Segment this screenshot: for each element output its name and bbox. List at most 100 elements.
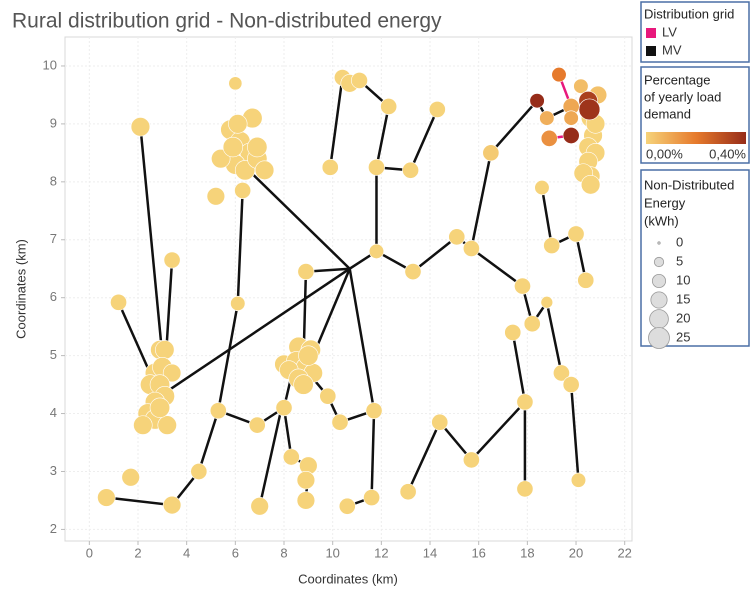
- node: [552, 364, 570, 382]
- x-tick-label: 0: [86, 545, 93, 560]
- node: [482, 144, 500, 162]
- node: [562, 376, 580, 394]
- node: [534, 180, 550, 196]
- x-tick-label: 8: [280, 545, 287, 560]
- x-tick-label: 6: [232, 545, 239, 560]
- node: [133, 415, 153, 435]
- grid-edge: [139, 126, 164, 356]
- size-swatch: [648, 327, 670, 349]
- node: [247, 136, 268, 158]
- legend-label: 15: [676, 291, 690, 306]
- node: [319, 387, 337, 405]
- node: [211, 148, 231, 169]
- node: [222, 136, 244, 158]
- node: [293, 374, 314, 395]
- node: [110, 293, 127, 311]
- node: [321, 158, 339, 176]
- x-tick-label: 18: [520, 545, 534, 560]
- x-tick-label: 20: [569, 545, 583, 560]
- grid-edge: [106, 190, 244, 507]
- legend-label: 20: [676, 310, 690, 325]
- node: [577, 271, 595, 289]
- legend-label: LV: [662, 24, 677, 39]
- node: [234, 182, 252, 199]
- node: [570, 472, 587, 488]
- node: [230, 295, 246, 312]
- x-tick-label: 12: [374, 545, 388, 560]
- grid-edge: [258, 407, 283, 507]
- node: [523, 315, 541, 333]
- legend-tick-label: 0,40%: [709, 146, 746, 161]
- node: [578, 98, 601, 121]
- node: [368, 243, 385, 259]
- node: [149, 397, 171, 418]
- node: [296, 491, 316, 510]
- node: [331, 413, 349, 431]
- x-axis-label: Coordinates (km): [298, 571, 398, 586]
- node: [298, 345, 319, 366]
- node: [121, 468, 140, 487]
- legend-box: [640, 1, 750, 63]
- node: [563, 110, 579, 126]
- node: [363, 489, 381, 506]
- grid-edge: [159, 267, 351, 398]
- x-tick-label: 10: [325, 545, 339, 560]
- y-tick-label: 8: [50, 173, 57, 188]
- node: [573, 78, 589, 94]
- x-tick-label: 4: [183, 545, 190, 560]
- node: [380, 98, 398, 115]
- size-swatch: [651, 273, 667, 289]
- color-bar: [646, 132, 746, 144]
- y-tick-label: 7: [50, 231, 57, 246]
- node: [282, 448, 300, 466]
- node: [462, 451, 480, 469]
- node: [529, 93, 545, 109]
- y-tick-label: 3: [50, 463, 57, 478]
- grid-edge: [241, 163, 351, 270]
- node: [157, 415, 177, 435]
- legend-title: demand: [644, 106, 691, 121]
- node: [462, 240, 480, 257]
- node: [97, 488, 116, 507]
- node: [551, 67, 567, 83]
- node: [206, 187, 226, 206]
- node: [190, 463, 208, 480]
- node: [543, 237, 561, 254]
- node: [539, 110, 555, 126]
- node: [448, 228, 466, 246]
- node: [580, 175, 601, 195]
- node: [338, 497, 356, 515]
- node: [567, 225, 585, 243]
- legend-title: Distribution grid: [644, 6, 734, 21]
- x-tick-label: 22: [617, 545, 631, 560]
- node: [562, 127, 580, 144]
- node: [368, 158, 385, 176]
- x-tick-label: 14: [423, 545, 437, 560]
- legend-swatch: [646, 46, 656, 56]
- node: [250, 497, 269, 516]
- y-tick-label: 4: [50, 405, 57, 420]
- legend-box: [640, 66, 750, 164]
- y-axis-label: Coordinates (km): [13, 239, 28, 339]
- legend-label: 5: [676, 253, 683, 268]
- node: [163, 251, 181, 269]
- node: [228, 76, 243, 91]
- legend-label: 10: [676, 272, 690, 287]
- node: [404, 263, 422, 281]
- node: [155, 340, 175, 360]
- legend-title: Percentage: [644, 72, 711, 87]
- node: [228, 114, 248, 134]
- plot-area: [64, 36, 633, 542]
- chart-title: Rural distribution grid - Non-distribute…: [12, 10, 442, 33]
- node: [297, 263, 315, 281]
- node: [296, 470, 316, 490]
- node: [209, 402, 227, 420]
- y-tick-label: 10: [43, 57, 57, 72]
- node: [516, 393, 534, 411]
- legend-label: MV: [662, 42, 682, 57]
- node: [428, 100, 446, 118]
- node: [130, 117, 151, 137]
- legend-label: 0: [676, 234, 683, 249]
- legend-title: of yearly load: [644, 89, 721, 104]
- legend-title: (kWh): [644, 213, 679, 228]
